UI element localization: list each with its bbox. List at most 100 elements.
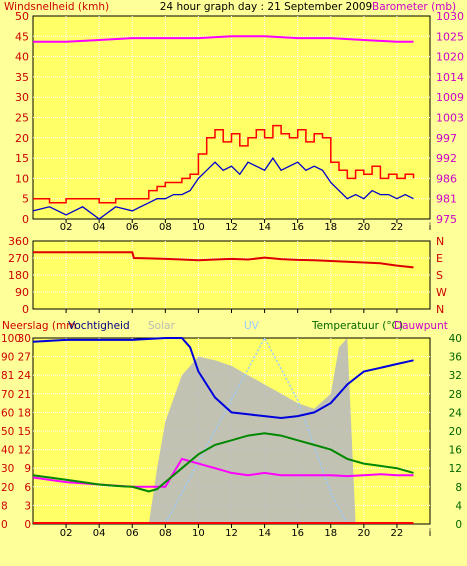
y-left2-tick-label: 6 — [24, 482, 31, 494]
x-tick-label: i — [429, 222, 432, 233]
y-left2-tick-label: 3 — [24, 500, 31, 512]
y-left-tick-label: 81 — [1, 370, 14, 382]
y-left-tick-label: 90 — [1, 352, 14, 364]
y-left2-tick-label: 18 — [18, 407, 31, 419]
temperature-series-line — [32, 432, 414, 493]
humidity-temperature-panel: 0820304050607081901000369121518212427300… — [1, 333, 462, 539]
y-left-tick-label: 270 — [8, 252, 29, 265]
gust-series-line — [33, 124, 415, 204]
y-right-tick-label: 4 — [455, 500, 462, 512]
x-tick-label: 04 — [93, 222, 106, 233]
y-left-tick-label: 45 — [15, 30, 29, 43]
y-left-tick-label: 20 — [1, 482, 14, 494]
y-left-tick-label: 25 — [15, 112, 29, 125]
y-right-tick-label: 986 — [436, 172, 457, 185]
y-right-tick-label: 28 — [449, 389, 462, 401]
x-tick-label: 18 — [324, 222, 337, 233]
dewpoint-series-line — [32, 457, 414, 488]
x-tick-label: 08 — [159, 528, 172, 539]
x-tick-label: 14 — [258, 528, 271, 539]
y-right-tick-label: 1025 — [436, 30, 464, 43]
solar-legend: Solar — [148, 320, 175, 332]
y-right-tick-label: 981 — [436, 193, 457, 206]
x-tick-label: 04 — [93, 528, 106, 539]
x-tick-label: 16 — [291, 222, 304, 233]
x-tick-label: 10 — [192, 528, 205, 539]
uv-legend: UV — [244, 320, 260, 332]
x-tick-label: 02 — [60, 528, 73, 539]
y-left-tick-label: 10 — [15, 172, 29, 185]
y-left-tick-label: 50 — [15, 10, 29, 23]
y-right-tick-label: N — [436, 303, 444, 316]
y-left2-tick-label: 24 — [18, 370, 32, 382]
y-right-tick-label: N — [436, 235, 444, 248]
solar-series-area — [148, 338, 356, 524]
x-tick-label: 20 — [357, 528, 370, 539]
y-right-tick-label: 8 — [455, 482, 462, 494]
y-left-tick-label: 90 — [15, 286, 29, 299]
x-tick-label: 10 — [192, 222, 205, 233]
wind-label: Windsnelheid (kmh) — [4, 1, 109, 13]
y-left-tick-label: 60 — [1, 407, 14, 419]
y-left-tick-label: 20 — [15, 132, 29, 145]
humidity-series-line — [32, 337, 414, 420]
y-right-tick-label: 1009 — [436, 91, 464, 104]
y-right-tick-label: 992 — [436, 152, 457, 165]
y-right-tick-label: 1014 — [436, 71, 464, 84]
y-left-tick-label: 0 — [22, 213, 29, 226]
y-left-tick-label: 50 — [1, 426, 14, 438]
y-left2-tick-label: 15 — [18, 426, 31, 438]
y-right-tick-label: S — [436, 269, 443, 282]
y-right-tick-label: 32 — [449, 370, 462, 382]
x-tick-label: 08 — [159, 222, 172, 233]
y-right-tick-label: 1030 — [436, 10, 464, 23]
y-left-tick-label: 360 — [8, 235, 29, 248]
y-left-tick-label: 40 — [1, 445, 14, 457]
x-tick-label: 06 — [126, 222, 139, 233]
y-left-tick-label: 30 — [1, 463, 14, 475]
x-tick-label: 22 — [391, 222, 404, 233]
y-right-tick-label: 997 — [436, 132, 457, 145]
y-left-tick-label: 5 — [22, 193, 29, 206]
x-tick-label: 06 — [126, 528, 139, 539]
temperature-label: Temperatuur (°C) — [311, 320, 403, 332]
barometer-label: Barometer (mb) — [372, 1, 456, 13]
y-right-tick-label: E — [436, 252, 443, 265]
x-tick-label: 02 — [60, 222, 73, 233]
y-left-tick-label: 180 — [8, 269, 29, 282]
y-right-tick-label: W — [436, 286, 447, 299]
wind-series-line — [32, 156, 414, 220]
y-left-tick-label: 70 — [1, 389, 14, 401]
y-left-tick-label: 30 — [15, 91, 29, 104]
y-left-tick-label: 0 — [1, 519, 8, 531]
x-tick-label: 20 — [357, 222, 370, 233]
y-left-tick-label: 35 — [15, 71, 29, 84]
x-tick-label: 14 — [258, 222, 271, 233]
x-tick-label: 12 — [225, 528, 238, 539]
y-right-tick-label: 1020 — [436, 51, 464, 64]
y-right-tick-label: 20 — [449, 426, 462, 438]
x-tick-label: 16 — [291, 528, 304, 539]
x-tick-label: 18 — [324, 528, 337, 539]
rain-label: Neerslag (mm — [2, 320, 76, 332]
direction-series-line — [33, 251, 414, 269]
wind-barometer-panel: 0 5 10 15 20 25 30 35 40 45 50 975 981 986 992 997 1003 1… — [15, 10, 464, 233]
x-tick-label: i — [429, 528, 432, 539]
y-right-tick-label: 0 — [455, 519, 462, 531]
y-left-tick-label: 8 — [1, 500, 8, 512]
y-left2-tick-label: 12 — [18, 445, 31, 457]
humidity-label: Vochtigheid — [68, 320, 130, 332]
x-tick-label: 12 — [225, 222, 238, 233]
y-left2-tick-label: 0 — [24, 519, 31, 531]
y-right-tick-label: 1003 — [436, 112, 464, 125]
y-left2-tick-label: 21 — [18, 389, 31, 401]
x-tick-label: 22 — [391, 528, 404, 539]
y-right-tick-label: 40 — [449, 333, 462, 345]
y-right-tick-label: 36 — [449, 352, 463, 364]
y-left-tick-label: 0 — [22, 303, 29, 316]
dewpoint-label: Dauwpunt — [394, 320, 448, 332]
y-left2-tick-label: 27 — [18, 352, 31, 364]
y-left-tick-label: 15 — [15, 152, 29, 165]
